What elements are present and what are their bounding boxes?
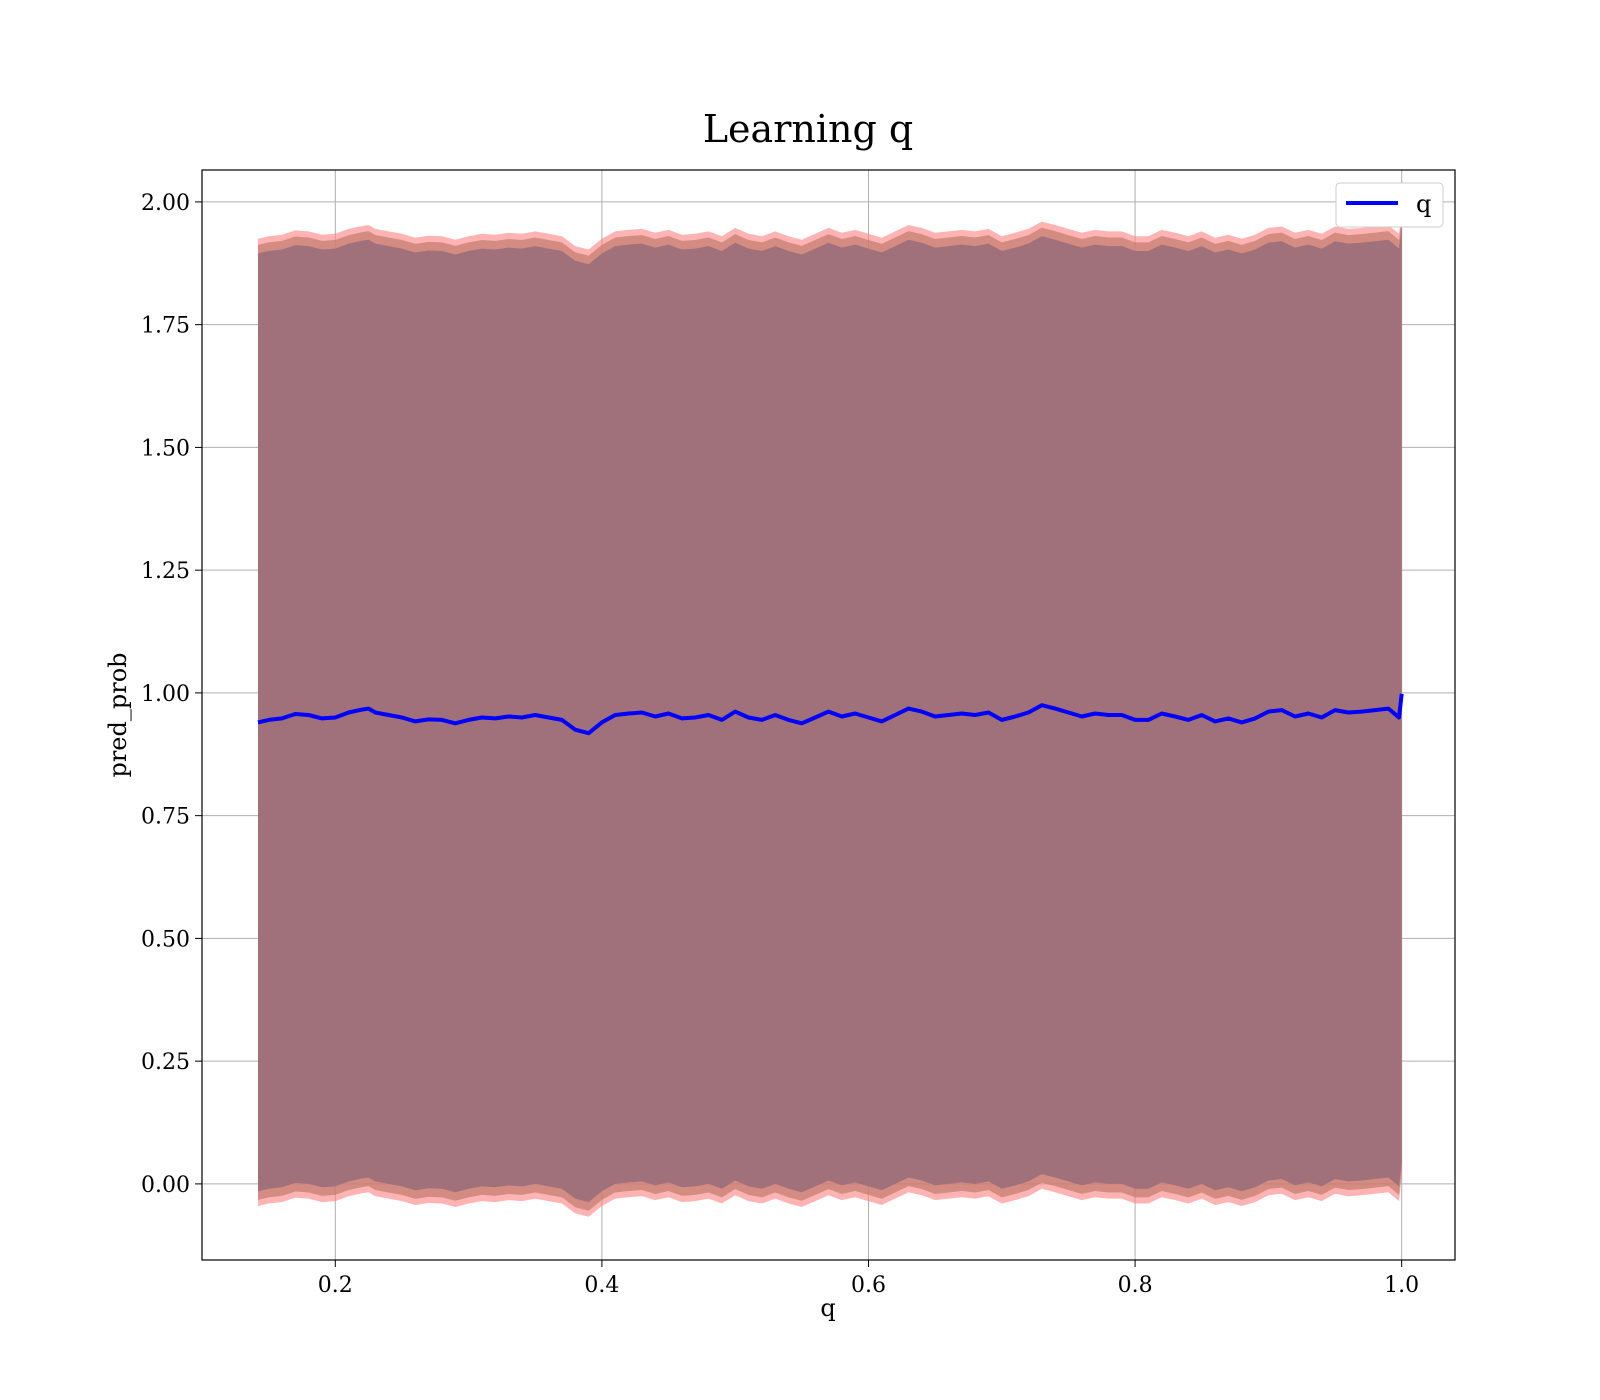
series-line-q: [257, 693, 1404, 736]
y-tick-label-7: 1.75: [141, 314, 190, 339]
x-axis: 0.2 0.4 0.6 0.8 1.0: [318, 1260, 1419, 1298]
x-tick-label-0: 0.2: [318, 1273, 353, 1298]
x-tick-label-3: 0.8: [1118, 1273, 1153, 1298]
y-tick-label-8: 2.00: [141, 191, 190, 216]
legend-label-q: q: [1416, 190, 1431, 218]
y-tick-label-0: 0.00: [141, 1173, 190, 1198]
x-tick-label-4: 1.0: [1384, 1273, 1419, 1298]
y-tick-label-1: 0.25: [141, 1050, 190, 1075]
y-tick-label-4: 1.00: [141, 682, 190, 707]
series-lines: [257, 693, 1404, 736]
x-axis-label: q: [820, 1294, 835, 1322]
x-tick-label-1: 0.4: [584, 1273, 619, 1298]
y-axis-label: pred_prob: [104, 652, 132, 777]
legend: q: [1335, 182, 1444, 228]
x-tick-label-2: 0.6: [851, 1273, 886, 1298]
chart-title: Learning q: [703, 107, 913, 151]
y-tick-label-3: 0.75: [141, 805, 190, 830]
y-tick-label-5: 1.25: [141, 559, 190, 584]
plot-frame: [201, 169, 1456, 1261]
y-tick-label-6: 1.50: [141, 436, 190, 461]
y-axis: 0.00 0.25 0.50 0.75 1.00 1.25 1.50 1.75 2.00: [141, 191, 202, 1198]
y-tick-label-2: 0.50: [141, 927, 190, 952]
